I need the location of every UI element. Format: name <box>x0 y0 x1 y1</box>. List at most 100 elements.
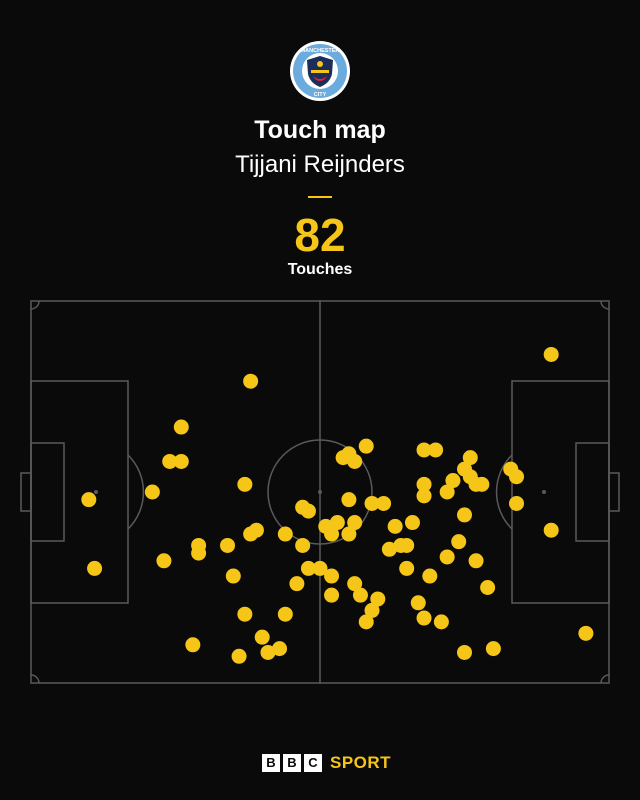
right-penalty-spot <box>542 490 546 494</box>
centre-spot <box>318 490 322 494</box>
touch-point <box>468 553 484 569</box>
touch-point <box>260 644 276 660</box>
touch-point <box>173 419 189 435</box>
touch-point <box>578 625 594 641</box>
touch-point <box>300 560 316 576</box>
bbc-sport-logo: B B C SPORT <box>262 752 391 774</box>
touch-point <box>422 568 438 584</box>
right-goal <box>608 472 620 512</box>
touch-point <box>295 537 311 553</box>
touch-point <box>162 453 178 469</box>
touch-point <box>364 495 380 511</box>
crest-text-bottom: CITY <box>314 92 327 98</box>
touch-point <box>237 606 253 622</box>
touch-point <box>439 484 455 500</box>
touch-point <box>347 515 363 531</box>
touch-count: 82 <box>294 209 346 261</box>
page-title: Touch map <box>254 116 386 144</box>
right-six-yard-box <box>575 442 610 542</box>
centre-circle <box>267 439 373 545</box>
touch-point <box>81 492 97 508</box>
touch-point <box>225 568 241 584</box>
touch-point <box>543 522 559 538</box>
touch-count-label: Touches <box>287 261 353 278</box>
bbc-letter: B <box>283 754 301 772</box>
touch-point <box>474 476 490 492</box>
corner-arc <box>30 300 40 310</box>
touch-point <box>300 503 316 519</box>
corner-arc <box>600 674 610 684</box>
touch-point <box>289 576 305 592</box>
left-penalty-arc <box>127 454 145 530</box>
touch-point <box>358 614 374 630</box>
touch-point <box>243 373 259 389</box>
manchester-city-crest-icon: MANCHESTER CITY <box>290 41 350 101</box>
touch-point <box>347 453 363 469</box>
touch-point <box>347 576 363 592</box>
touch-point <box>480 580 496 595</box>
touch-point <box>173 453 189 469</box>
touch-point <box>462 450 478 466</box>
touch-point <box>358 438 374 454</box>
touch-point <box>324 587 340 603</box>
touch-point <box>439 549 455 565</box>
touch-point <box>329 515 345 531</box>
touch-point <box>416 442 432 458</box>
touch-point <box>457 461 472 477</box>
left-penalty-area <box>30 380 129 604</box>
touch-point <box>445 473 461 489</box>
left-goal <box>20 472 32 512</box>
touch-point <box>324 526 340 542</box>
touch-points <box>81 346 594 664</box>
touch-point <box>352 587 368 603</box>
touch-point <box>341 492 357 508</box>
right-penalty-arc <box>495 454 513 530</box>
touch-point <box>433 614 449 630</box>
touch-point <box>185 637 201 653</box>
touch-point <box>156 553 172 569</box>
touch-point <box>376 495 392 511</box>
touch-point <box>370 591 386 607</box>
touch-point <box>543 346 559 362</box>
touch-point <box>457 644 472 660</box>
touch-point <box>341 526 357 542</box>
touch-point <box>231 648 247 664</box>
crest-text-top: MANCHESTER <box>301 48 340 54</box>
touch-point <box>220 537 236 553</box>
bbc-letter: C <box>304 754 322 772</box>
touch-point <box>191 545 207 561</box>
touch-point <box>387 518 403 534</box>
touch-point <box>381 541 397 557</box>
touch-point <box>410 595 426 611</box>
touch-point <box>277 526 293 542</box>
touch-point <box>277 606 293 622</box>
touch-point <box>416 476 432 492</box>
touch-point <box>87 560 103 576</box>
touch-point <box>404 515 420 531</box>
touch-point <box>393 537 409 553</box>
touch-point <box>243 526 259 542</box>
corner-arc <box>600 300 610 310</box>
title-divider <box>308 196 332 198</box>
right-penalty-area <box>511 380 610 604</box>
touch-point <box>399 560 415 576</box>
touch-point <box>416 610 432 626</box>
player-name: Tijjani Reijnders <box>235 151 405 178</box>
touch-point <box>254 629 270 645</box>
touch-point <box>272 641 288 657</box>
corner-arc <box>30 674 40 684</box>
touch-point <box>457 507 472 523</box>
touch-point <box>509 469 525 485</box>
touch-point <box>451 534 467 550</box>
touch-point <box>428 442 444 458</box>
touch-point <box>312 560 328 576</box>
left-six-yard-box <box>30 442 65 542</box>
touch-point <box>324 568 340 584</box>
bbc-letter: B <box>262 754 280 772</box>
touch-point <box>237 476 253 492</box>
touch-point <box>485 641 501 657</box>
touch-point <box>416 488 432 504</box>
touch-point <box>144 484 160 500</box>
touch-point <box>364 602 380 618</box>
